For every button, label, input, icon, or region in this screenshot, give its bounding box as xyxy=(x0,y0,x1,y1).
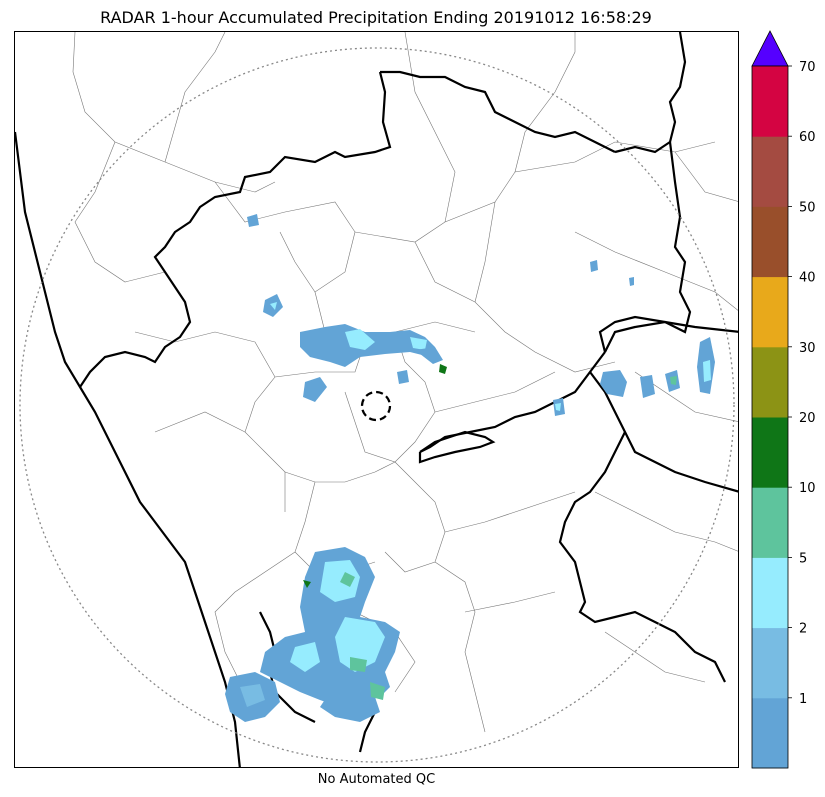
colorbar-bin xyxy=(752,627,788,699)
radar-site-marker xyxy=(360,390,392,422)
colorbar-extend-triangle xyxy=(751,30,789,67)
colorbar-tick-label: 1 xyxy=(799,692,807,707)
colorbar-tick-label: 50 xyxy=(799,200,816,215)
colorbar-bin xyxy=(752,487,788,558)
colorbar-canvas: 1 2 5 10 20 30 40 50 60 70 xyxy=(751,30,816,769)
colorbar-bin xyxy=(752,346,788,418)
precipitation-echoes xyxy=(225,214,715,722)
map-canvas xyxy=(15,32,738,767)
colorbar-bin xyxy=(752,66,788,137)
radar-range-ring xyxy=(19,47,735,763)
colorbar-tick-label: 30 xyxy=(799,341,816,356)
colorbar-bin xyxy=(752,206,788,278)
colorbar-bin xyxy=(752,276,788,348)
colorbar-tick-label: 2 xyxy=(799,622,807,637)
colorbar-tick-label: 10 xyxy=(799,481,816,496)
colorbar: 1 2 5 10 20 30 40 50 60 70 xyxy=(751,30,816,769)
state-boundaries xyxy=(15,32,738,767)
colorbar-tick-label: 60 xyxy=(799,130,816,145)
colorbar-bin xyxy=(752,697,788,769)
colorbar-tick-label: 20 xyxy=(799,411,816,426)
colorbar-tick-label: 5 xyxy=(799,551,807,566)
colorbar-bin xyxy=(752,136,788,207)
colorbar-bin xyxy=(752,557,788,629)
radar-map[interactable] xyxy=(14,31,739,768)
colorbar-tick-label: 70 xyxy=(799,60,816,75)
colorbar-bin xyxy=(752,417,788,488)
qc-note: No Automated QC xyxy=(317,772,436,787)
district-boundaries xyxy=(72,32,738,733)
colorbar-tick-label: 40 xyxy=(799,271,816,286)
map-title: RADAR 1-hour Accumulated Precipitation E… xyxy=(100,8,652,27)
